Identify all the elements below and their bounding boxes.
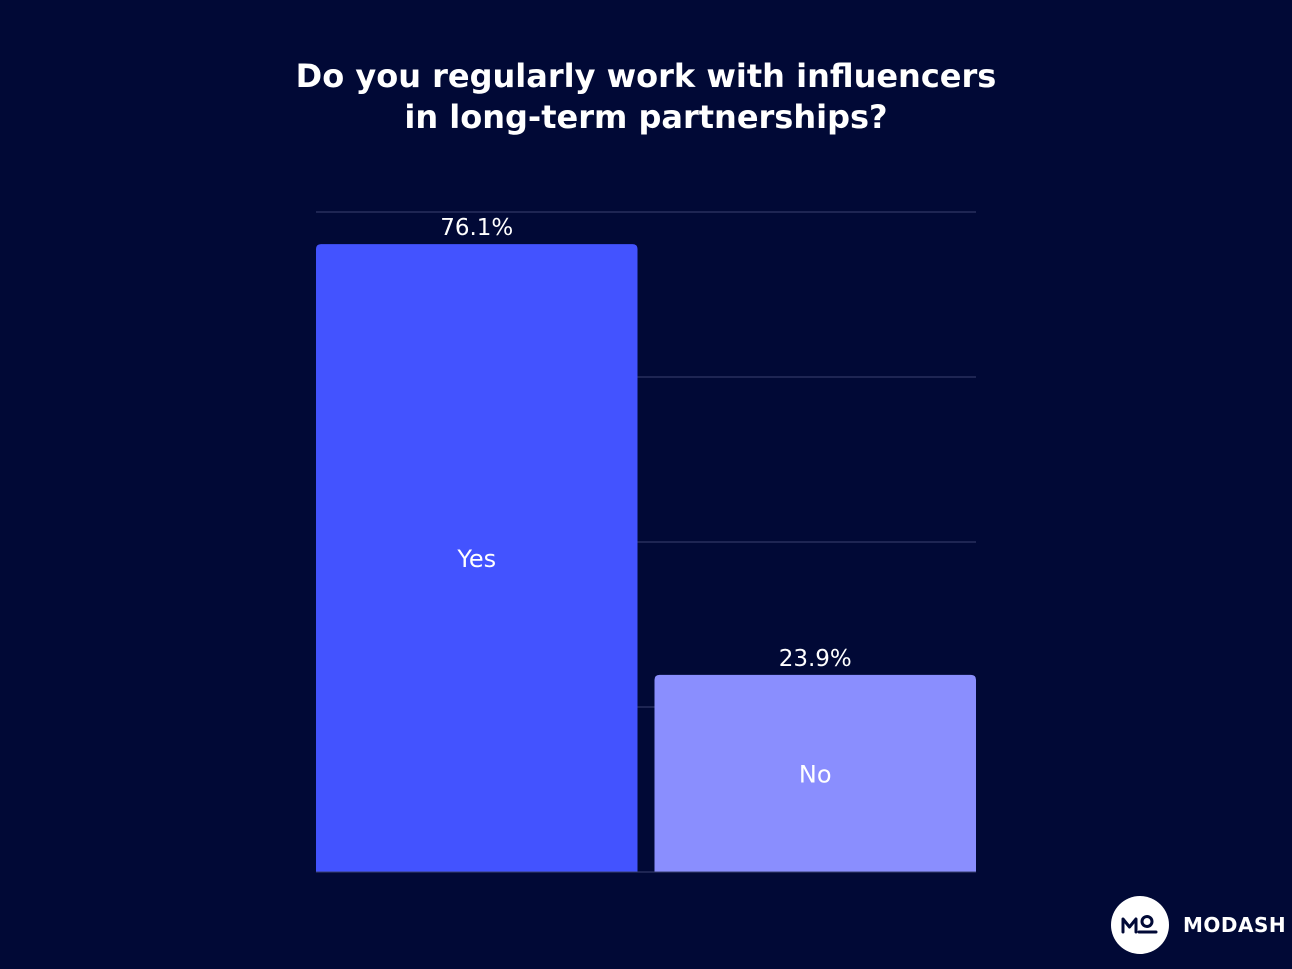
brand-wordmark: MODASH <box>1183 913 1287 937</box>
chart-title-line-2: in long-term partnerships? <box>404 98 888 136</box>
category-label: Yes <box>456 545 496 573</box>
bar-yes <box>316 244 638 873</box>
chart-title: Do you regularly work with influencers i… <box>196 56 1096 138</box>
data-label: 76.1% <box>440 215 513 241</box>
data-label: 23.9% <box>779 646 852 672</box>
chart-title-line-1: Do you regularly work with influencers <box>295 57 997 95</box>
category-label: No <box>799 760 832 788</box>
modash-logo: MODASH <box>1111 896 1291 954</box>
bar-no <box>654 674 976 872</box>
logo-mark-icon <box>1111 896 1169 954</box>
